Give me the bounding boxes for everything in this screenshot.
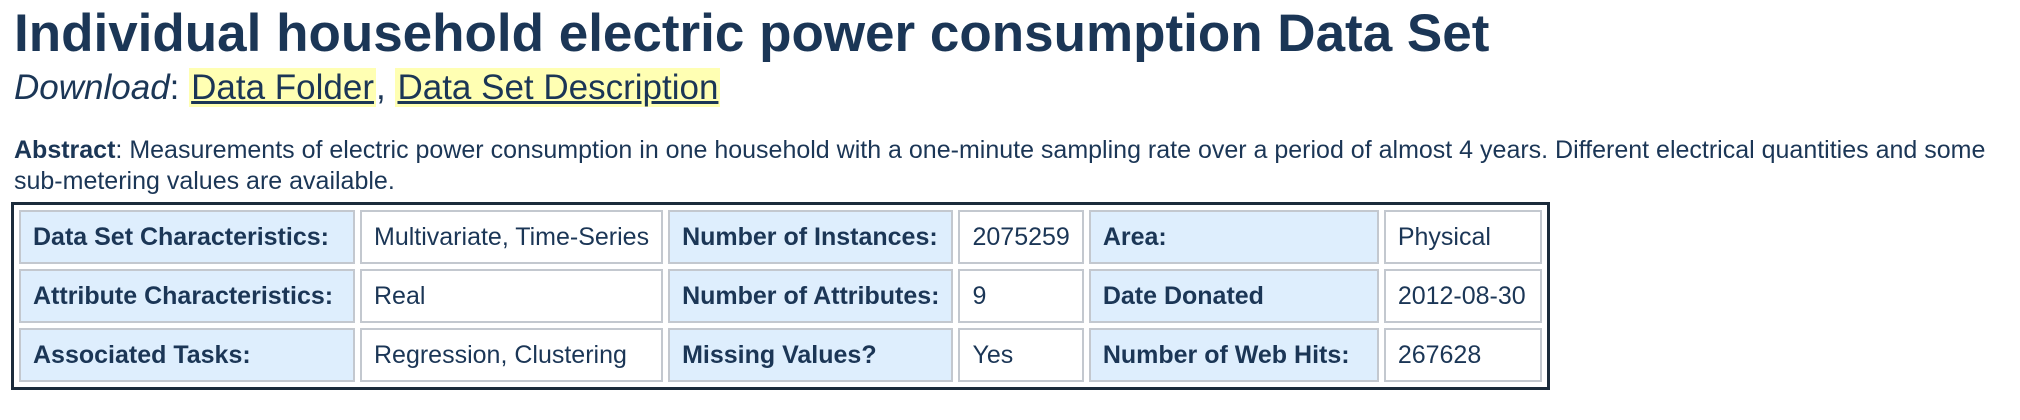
- abstract-label: Abstract: [14, 136, 116, 164]
- table-value-cell: Real: [360, 269, 664, 323]
- table-value-cell: 2012-08-30: [1383, 269, 1542, 323]
- table-label-cell: Number of Instances:: [668, 210, 954, 264]
- download-separator: :: [169, 68, 180, 107]
- download-label: Download: [14, 68, 170, 107]
- table-row: Associated Tasks: Regression, Clustering…: [19, 328, 1542, 382]
- table-label-cell: Attribute Characteristics:: [19, 269, 355, 323]
- table-label-cell: Area:: [1088, 210, 1379, 264]
- abstract-text: : Measurements of electric power consump…: [14, 136, 1986, 195]
- download-line: Download: Data Folder, Data Set Descript…: [14, 66, 2006, 110]
- table-label-cell: Date Donated: [1088, 269, 1379, 323]
- table-value-cell: Multivariate, Time-Series: [360, 210, 664, 264]
- table-value-cell: 9: [958, 269, 1084, 323]
- characteristics-table: Data Set Characteristics: Multivariate, …: [11, 202, 1550, 390]
- page-title: Individual household electric power cons…: [14, 4, 1490, 63]
- data-set-description-link[interactable]: Data Set Description: [395, 68, 721, 107]
- table-value-cell: Physical: [1383, 210, 1542, 264]
- page: Individual household electric power cons…: [0, 4, 2020, 420]
- abstract: Abstract: Measurements of electric power…: [14, 135, 2009, 197]
- table-value-cell: Regression, Clustering: [360, 328, 664, 382]
- table-row: Attribute Characteristics: Real Number o…: [19, 269, 1542, 323]
- data-folder-link[interactable]: Data Folder: [189, 68, 376, 107]
- table-value-cell: 2075259: [958, 210, 1084, 264]
- download-comma: ,: [376, 68, 386, 107]
- table-label-cell: Associated Tasks:: [19, 328, 355, 382]
- table-label-cell: Number of Web Hits:: [1088, 328, 1379, 382]
- table-row: Data Set Characteristics: Multivariate, …: [19, 210, 1542, 264]
- table-value-cell: 267628: [1383, 328, 1542, 382]
- table-label-cell: Number of Attributes:: [668, 269, 954, 323]
- table-value-cell: Yes: [958, 328, 1084, 382]
- table-label-cell: Data Set Characteristics:: [19, 210, 355, 264]
- table-label-cell: Missing Values?: [668, 328, 954, 382]
